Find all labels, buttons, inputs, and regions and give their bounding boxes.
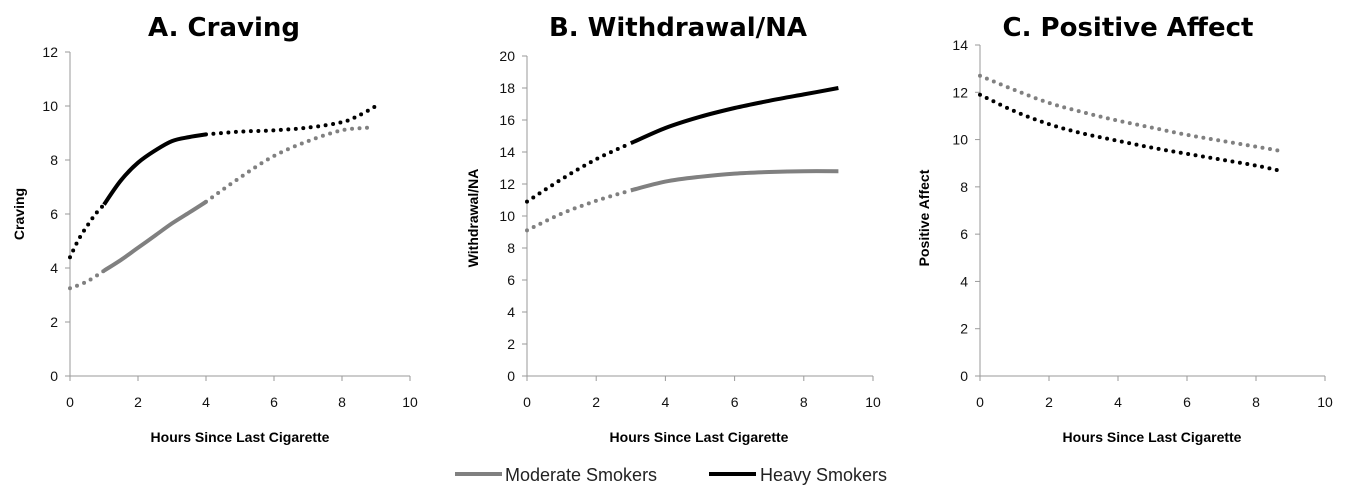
y-axis-label: Craving	[11, 188, 27, 240]
y-tick-label: 16	[499, 112, 515, 128]
x-tick-label: 6	[731, 394, 739, 410]
y-tick-label: 0	[960, 368, 968, 384]
panel-withdrawal: B. Withdrawal/NA Hours Since Last Cigare…	[465, 13, 881, 445]
x-tick-label: 8	[1252, 394, 1260, 410]
series-line-heavy-solid	[630, 86, 839, 146]
x-axis-label: Hours Since Last Cigarette	[610, 429, 789, 445]
x-tick-label: 4	[1114, 394, 1122, 410]
panel-title: C. Positive Affect	[1003, 13, 1254, 43]
y-axis-label: Positive Affect	[916, 169, 932, 266]
series-line-heavy-dotted	[204, 104, 378, 137]
x-tick-label: 0	[66, 394, 74, 410]
y-tick-label: 4	[960, 273, 968, 289]
y-tick-label: 4	[50, 260, 58, 276]
y-tick-label: 0	[507, 368, 515, 384]
series-line-moderate-dotted	[978, 73, 1286, 154]
y-tick-label: 10	[42, 98, 58, 114]
series-line-heavy-dotted	[68, 202, 106, 260]
y-tick-label: 12	[42, 44, 58, 60]
x-axis-label: Hours Since Last Cigarette	[1063, 429, 1242, 445]
y-tick-label: 2	[960, 321, 968, 337]
series-line-moderate-dotted	[204, 125, 372, 204]
y-tick-label: 8	[960, 179, 968, 195]
y-axis-label: Withdrawal/NA	[465, 169, 481, 268]
legend: Moderate Smokers Heavy Smokers	[455, 465, 887, 485]
y-tick-label: 2	[50, 314, 58, 330]
legend-label-moderate: Moderate Smokers	[505, 465, 657, 485]
y-tick-label: 2	[507, 336, 515, 352]
series-line-moderate-dotted	[525, 188, 633, 233]
y-tick-label: 6	[960, 226, 968, 242]
y-tick-label: 8	[50, 152, 58, 168]
x-tick-label: 0	[523, 394, 531, 410]
x-tick-label: 4	[202, 394, 210, 410]
x-tick-label: 8	[800, 394, 808, 410]
x-tick-label: 2	[1045, 394, 1053, 410]
x-tick-label: 2	[134, 394, 142, 410]
y-tick-label: 6	[50, 206, 58, 222]
series-line-moderate-dotted	[68, 268, 106, 291]
x-axis-label: Hours Since Last Cigarette	[151, 429, 330, 445]
x-tick-label: 0	[976, 394, 984, 410]
panel-positive-affect: C. Positive Affect Hours Since Last Ciga…	[916, 13, 1333, 445]
y-tick-label: 10	[952, 132, 968, 148]
panel-title: A. Craving	[148, 13, 300, 43]
series-line-heavy-dotted	[978, 92, 1286, 174]
y-tick-label: 6	[507, 272, 515, 288]
panel-title: B. Withdrawal/NA	[549, 13, 807, 43]
series-line-moderate-solid	[102, 200, 208, 273]
x-tick-label: 10	[402, 394, 418, 410]
x-tick-label: 6	[1183, 394, 1191, 410]
x-tick-label: 8	[338, 394, 346, 410]
series-line-moderate-solid	[630, 169, 839, 193]
x-tick-label: 2	[592, 394, 600, 410]
y-tick-label: 8	[507, 240, 515, 256]
y-tick-label: 20	[499, 48, 515, 64]
panel-craving: A. Craving Hours Since Last Cigarette Cr…	[11, 13, 418, 445]
y-tick-label: 0	[50, 368, 58, 384]
y-tick-label: 10	[499, 208, 515, 224]
x-tick-label: 10	[1317, 394, 1333, 410]
x-tick-label: 6	[270, 394, 278, 410]
y-tick-label: 12	[499, 176, 515, 192]
y-tick-label: 14	[952, 37, 968, 53]
y-tick-label: 18	[499, 80, 515, 96]
y-tick-label: 14	[499, 144, 515, 160]
y-tick-label: 4	[507, 304, 515, 320]
x-tick-label: 4	[662, 394, 670, 410]
x-tick-label: 10	[865, 394, 881, 410]
series-line-heavy-solid	[102, 132, 207, 206]
y-tick-label: 12	[952, 84, 968, 100]
series-line-heavy-dotted	[525, 141, 633, 204]
legend-label-heavy: Heavy Smokers	[760, 465, 887, 485]
